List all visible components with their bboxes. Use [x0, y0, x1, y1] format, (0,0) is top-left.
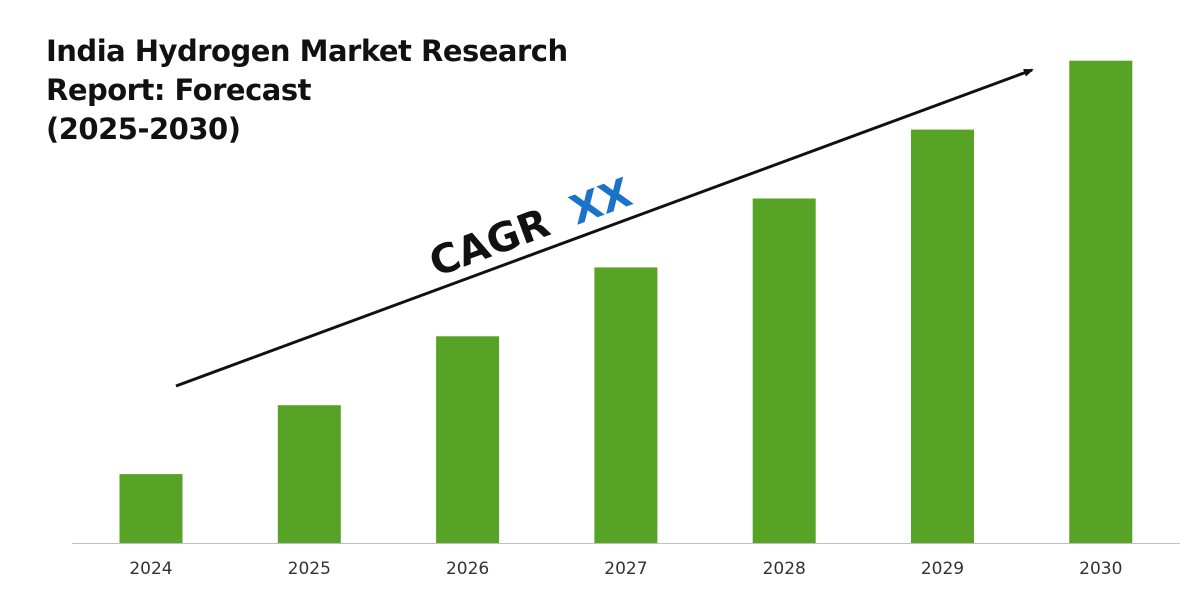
cagr-label: CAGR [424, 200, 556, 286]
bar-2026 [436, 336, 500, 543]
x-tick-labels: 2024 2025 2026 2027 2028 2029 2030 [129, 559, 1122, 579]
bar-2027 [594, 267, 658, 543]
x-tick-label-2028: 2028 [763, 559, 806, 579]
trend-arrow [175, 68, 1034, 388]
x-tick-label-2027: 2027 [604, 559, 647, 579]
x-tick-label-2030: 2030 [1079, 559, 1122, 579]
x-tick-label-2024: 2024 [129, 559, 172, 579]
cagr-value: XX [564, 170, 638, 235]
bar-2025 [277, 405, 341, 543]
title-line-1: India Hydrogen Market Research [46, 34, 568, 68]
x-tick-label-2029: 2029 [921, 559, 964, 579]
x-tick-label-2026: 2026 [446, 559, 489, 579]
bar-2029 [911, 129, 974, 543]
x-tick-label-2025: 2025 [288, 559, 331, 579]
chart-title: India Hydrogen Market Research Report: F… [46, 32, 568, 149]
bars [119, 60, 1133, 543]
bar-2028 [752, 198, 816, 543]
bar-2030 [1069, 60, 1133, 543]
title-line-3: (2025-2030) [46, 112, 241, 146]
title-line-2: Report: Forecast [46, 73, 311, 107]
bar-2024 [119, 474, 183, 543]
